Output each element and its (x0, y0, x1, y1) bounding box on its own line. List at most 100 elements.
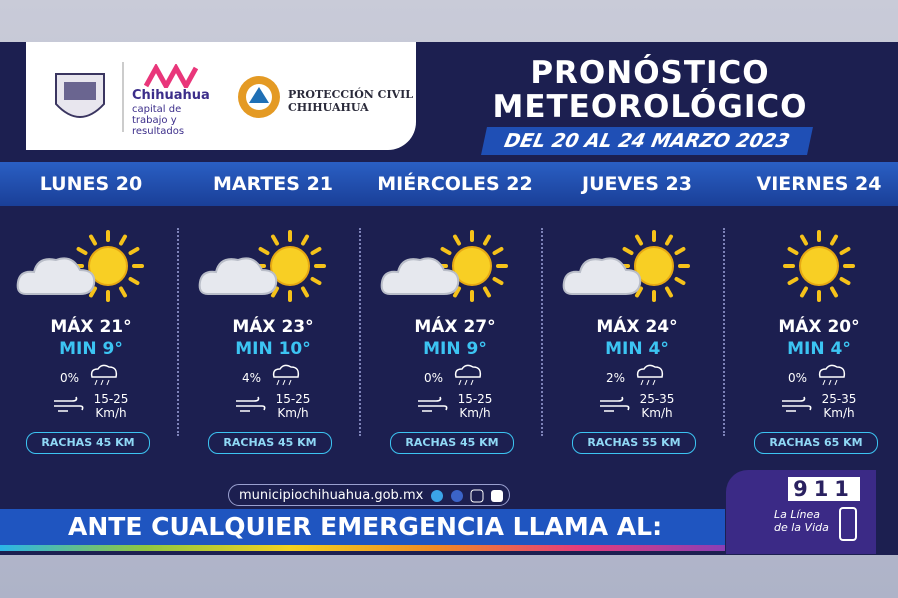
phone-icon (839, 507, 857, 541)
wind-speed: 15-25 Km/h (268, 392, 318, 420)
gusts: RACHAS 45 KM (208, 432, 332, 454)
min-temp: MIN 9° (423, 339, 487, 359)
rain-icon (818, 364, 846, 386)
min-temp: MIN 9° (59, 339, 123, 359)
day-column: JUEVES 23 MÁX 24° MIN 4° 2% 25-35 Km/h RACHAS … (546, 162, 728, 462)
wind-icon (236, 396, 266, 412)
weather-icon (783, 230, 855, 302)
title-line: PRONÓSTICO (530, 55, 770, 91)
weather-icon (562, 230, 690, 302)
shield-detail (64, 82, 96, 100)
icon-part (310, 247, 322, 255)
wind-range: 25-35 (821, 392, 857, 406)
divider (122, 62, 124, 132)
day-name: LUNES 20 (39, 173, 143, 195)
coat-of-arms (55, 73, 105, 118)
icon-part (822, 379, 826, 386)
day-column: MARTES 21 MÁX 23° MIN 10° 4% 15-25 Km/h RACHAS… (182, 162, 364, 462)
line-text: de la Vida (774, 521, 829, 534)
wind-range: 15-25 (275, 392, 311, 406)
gusts: RACHAS 45 KM (390, 432, 514, 454)
icon-part (818, 364, 846, 378)
icon-part (622, 247, 634, 255)
icon-part (119, 286, 127, 298)
max-temp: MÁX 24° (596, 317, 678, 337)
max-temp: MÁX 20° (778, 317, 860, 337)
icon-part (458, 379, 462, 386)
emergency-box: 911 La Línea de la Vida (726, 470, 876, 554)
icon-part (271, 286, 279, 298)
icon-part (839, 247, 851, 255)
icon-part (301, 234, 309, 246)
icon-part (600, 396, 630, 412)
icon-part (270, 246, 310, 286)
icon-part (652, 379, 656, 386)
separator (723, 228, 725, 436)
slogan: capital de trabajo y resultados (132, 104, 185, 137)
wind-unit: Km/h (277, 406, 309, 420)
website-text: municipiochihuahua.gob.mx (239, 488, 424, 503)
icon-part (54, 396, 84, 412)
icon-part (646, 379, 650, 386)
icon-part (106, 379, 110, 386)
wind-unit: Km/h (95, 406, 127, 420)
rain-chance: 0% (424, 371, 444, 385)
wind-icon (54, 396, 84, 412)
wind-speed: 25-35 Km/h (814, 392, 864, 420)
day-header-row (0, 162, 898, 206)
wind-speed: 15-25 Km/h (450, 392, 500, 420)
title-line: METEOROLÓGICO (492, 89, 808, 125)
icon-part (787, 247, 799, 255)
icon-part (483, 234, 491, 246)
phone: 911 (788, 477, 860, 501)
icon-part (787, 277, 799, 285)
icon-part (198, 257, 278, 295)
icon-part (828, 379, 832, 386)
social-icons (431, 489, 503, 503)
gusts: RACHAS 55 KM (572, 432, 696, 454)
rain-icon (90, 364, 118, 386)
day-name: VIERNES 24 (756, 173, 882, 195)
wind-speed: 15-25 Km/h (86, 392, 136, 420)
icon-part (119, 234, 127, 246)
separator (177, 228, 179, 436)
icon-part (562, 257, 642, 295)
icon-part (258, 247, 270, 255)
wind-icon (782, 396, 812, 412)
icon-part (452, 246, 492, 286)
wind-icon (600, 396, 630, 412)
wind-speed: 25-35 Km/h (632, 392, 682, 420)
rain-chance: 4% (242, 371, 262, 385)
icon-part (271, 234, 279, 246)
gusts: RACHAS 45 KM (26, 432, 150, 454)
logo-triangle (249, 87, 269, 103)
instagram-icon (470, 489, 484, 503)
icon-part (800, 286, 808, 298)
icon-part (470, 379, 474, 386)
rain-icon (272, 364, 300, 386)
icon-part (90, 364, 118, 378)
icon-part (272, 364, 300, 378)
city: Chihuahua (132, 88, 210, 103)
website: municipiochihuahua.gob.mx (228, 484, 510, 506)
icon-part (236, 396, 266, 412)
day-name: JUEVES 23 (582, 173, 692, 195)
wind-icon (418, 396, 448, 412)
icon-part (635, 234, 643, 246)
weather-icon (198, 230, 326, 302)
icon-part (492, 277, 504, 285)
icon-part (800, 234, 808, 246)
weather-icon (16, 230, 144, 302)
tiktok-icon (491, 490, 503, 502)
icon-part (453, 234, 461, 246)
icon-part (418, 396, 448, 412)
wind-unit: Km/h (641, 406, 673, 420)
icon-part (483, 286, 491, 298)
icon-part (453, 286, 461, 298)
gusts: RACHAS 65 KM (754, 432, 878, 454)
logo-box: Chihuahua capital de trabajo y resultado… (26, 42, 416, 150)
title: PRONÓSTICO METEOROLÓGICO (440, 56, 860, 124)
twitter-icon (431, 490, 443, 502)
line-of-life: La Línea de la Vida (774, 508, 854, 534)
